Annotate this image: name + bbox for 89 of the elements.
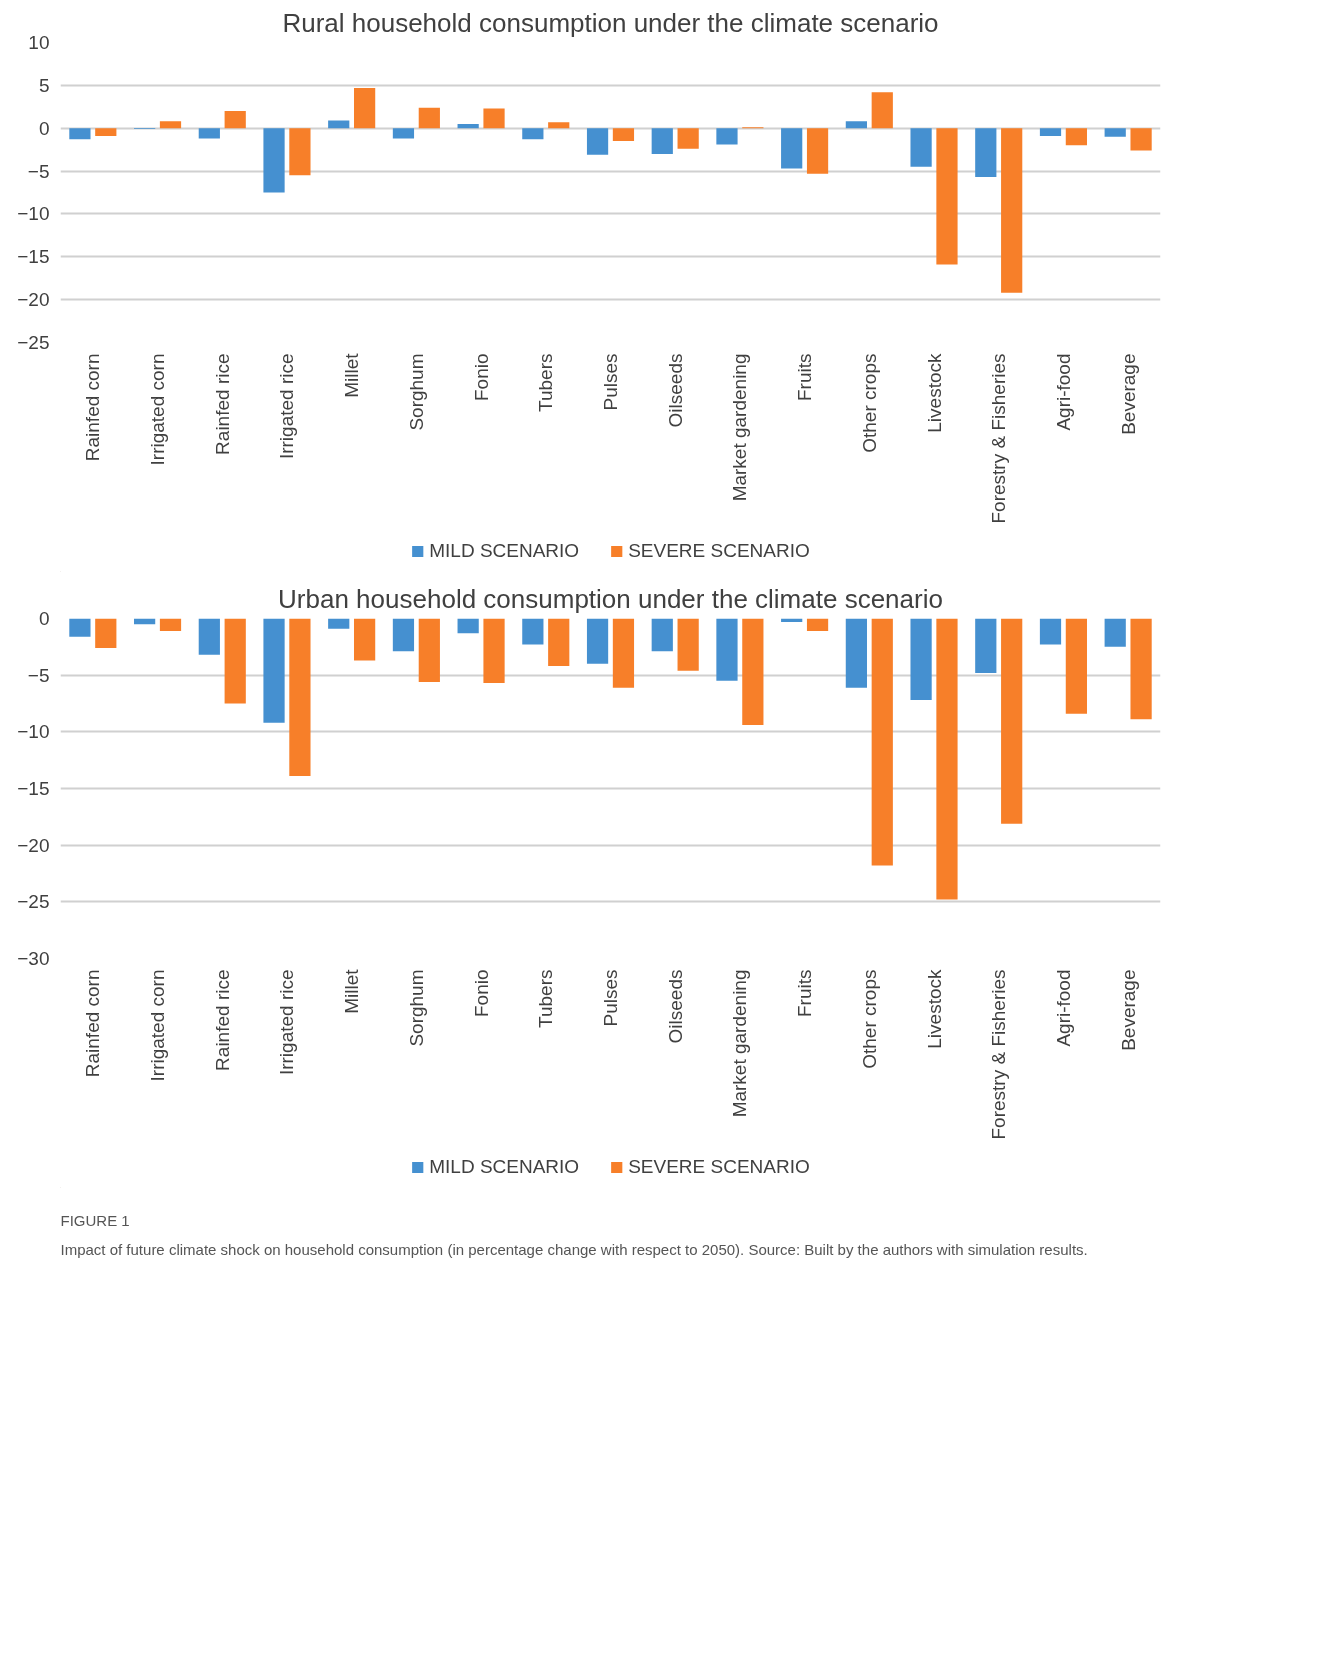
x-tick-label: Fonio xyxy=(470,969,492,1018)
x-tick-label: Tubers xyxy=(535,353,557,412)
x-tick-label: Irrigated corn xyxy=(147,969,169,1082)
x-tick-label: Agri-food xyxy=(1052,353,1074,431)
x-tick-label: Forestry & Fisheries xyxy=(988,969,1010,1140)
bar xyxy=(328,120,350,129)
bar xyxy=(651,128,673,154)
y-tick-label: −5 xyxy=(27,160,50,182)
bar xyxy=(612,128,635,142)
x-tick-label: Sorghum xyxy=(405,969,427,1047)
bar xyxy=(1039,128,1062,136)
x-tick-label: Irrigated rice xyxy=(276,353,298,460)
chart-title: Urban household consumption under the climate scenario xyxy=(278,583,943,614)
bar xyxy=(159,121,182,129)
x-tick-label: Beverage xyxy=(1117,969,1139,1051)
bar xyxy=(1001,128,1023,293)
x-tick-label: Sorghum xyxy=(405,353,427,431)
y-tick-label: −15 xyxy=(17,246,50,268)
y-tick-label: −25 xyxy=(17,332,50,353)
x-tick-label: Other crops xyxy=(858,353,880,453)
x-tick-label: Irrigated rice xyxy=(276,969,298,1076)
y-tick-label: −25 xyxy=(17,891,50,913)
bar xyxy=(483,108,505,129)
x-tick-label: Fruits xyxy=(794,353,816,401)
y-tick-label: −15 xyxy=(17,778,50,799)
bar xyxy=(871,92,893,129)
bar xyxy=(198,128,220,139)
bar xyxy=(716,128,738,145)
x-tick-label: Market gardening xyxy=(729,353,751,502)
bar xyxy=(845,121,867,129)
bar xyxy=(418,107,440,129)
bar xyxy=(392,128,415,139)
x-tick-label: Oilseeds xyxy=(664,353,686,428)
y-tick-label: 0 xyxy=(38,117,50,139)
x-tick-label: Pulses xyxy=(600,969,621,1027)
y-tick-label: −20 xyxy=(17,289,50,311)
bar xyxy=(522,128,544,140)
bar xyxy=(677,128,699,149)
y-tick-label: −10 xyxy=(17,203,50,225)
bar xyxy=(263,128,285,193)
x-tick-label: Fonio xyxy=(470,353,492,402)
bar xyxy=(224,111,246,129)
x-tick-label: Beverage xyxy=(1117,353,1139,435)
bar xyxy=(457,123,479,129)
bar xyxy=(910,128,932,167)
y-tick-label: −5 xyxy=(27,664,50,686)
x-tick-label: Oilseeds xyxy=(664,969,686,1044)
bar xyxy=(95,128,117,136)
x-tick-label: Rainfed rice xyxy=(211,353,233,455)
bar xyxy=(289,128,311,176)
bar xyxy=(1130,128,1152,151)
legend-label: SEVERE SCENARIO xyxy=(628,540,810,562)
bar xyxy=(586,128,609,155)
x-tick-label: Fruits xyxy=(794,969,816,1017)
y-tick-label: 5 xyxy=(38,74,50,96)
chart-title: Rural household consumption under the climate scenario xyxy=(282,7,939,38)
text: Impact of future climate shock on household consumption (in percentage change with respect to 2050). Source: Built by the authors with simulation results. xyxy=(60,1240,1088,1258)
bar xyxy=(548,122,570,129)
y-tick-label: 0 xyxy=(38,608,50,629)
legend-label: MILD SCENARIO xyxy=(429,1156,580,1178)
bar xyxy=(975,128,997,178)
y-tick-label: 10 xyxy=(28,32,50,53)
y-tick-label: −20 xyxy=(17,834,50,856)
bar xyxy=(781,128,803,169)
x-tick-label: Rainfed rice xyxy=(211,969,233,1071)
y-tick-label: −30 xyxy=(17,948,50,969)
legend-label: SEVERE SCENARIO xyxy=(628,1156,810,1178)
x-tick-label: Market gardening xyxy=(729,969,751,1118)
x-tick-label: Tubers xyxy=(535,969,557,1028)
bar xyxy=(936,128,958,265)
x-tick-label: Millet xyxy=(341,352,363,398)
x-tick-label: Rainfed corn xyxy=(82,353,104,462)
x-tick-label: Millet xyxy=(341,968,363,1014)
x-tick-label: Agri-food xyxy=(1052,969,1074,1047)
bar xyxy=(354,87,376,129)
y-tick-label: −10 xyxy=(17,721,50,743)
bar xyxy=(69,128,91,140)
x-tick-label: Irrigated corn xyxy=(147,353,169,466)
caption: FIGURE 1 xyxy=(60,1211,130,1229)
x-tick-label: Other crops xyxy=(858,969,880,1069)
x-tick-label: Livestock xyxy=(923,353,945,433)
x-tick-label: Forestry & Fisheries xyxy=(988,353,1010,524)
x-tick-label: Pulses xyxy=(600,353,621,411)
legend-label: MILD SCENARIO xyxy=(429,540,580,562)
x-tick-label: Livestock xyxy=(923,969,945,1049)
bar xyxy=(1104,128,1126,137)
bar xyxy=(806,128,829,174)
x-tick-label: Rainfed corn xyxy=(82,969,104,1078)
bar xyxy=(1065,128,1087,146)
